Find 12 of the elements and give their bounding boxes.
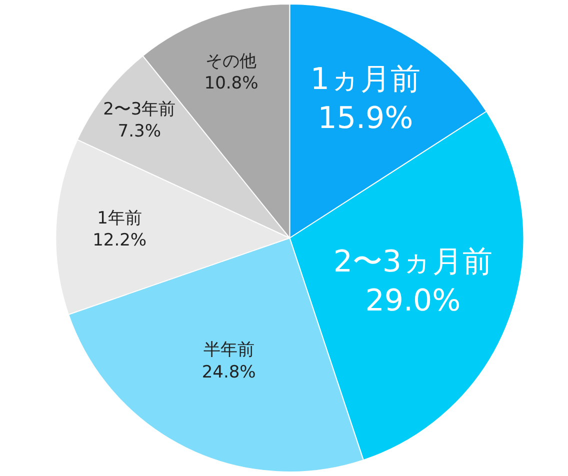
slice-label: 1年前 bbox=[97, 208, 142, 228]
slice-label: 2〜3ヵ月前 bbox=[333, 244, 493, 280]
slice-label: その他 bbox=[206, 51, 257, 72]
slice-label: 1ヵ月前 bbox=[310, 62, 421, 98]
slice-label: 半年前 bbox=[203, 340, 254, 360]
data-label: 10.8% bbox=[204, 73, 258, 94]
data-label: 7.3% bbox=[118, 122, 161, 142]
slice-label: 2〜3年前 bbox=[103, 100, 176, 120]
data-label: 29.0% bbox=[365, 284, 461, 319]
data-label: 24.8% bbox=[202, 362, 256, 382]
data-label: 12.2% bbox=[92, 230, 147, 250]
data-label: 15.9% bbox=[318, 101, 414, 136]
